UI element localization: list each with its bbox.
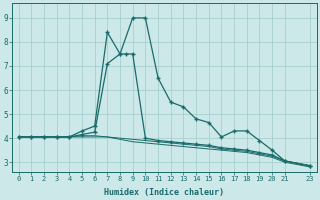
X-axis label: Humidex (Indice chaleur): Humidex (Indice chaleur)	[104, 188, 224, 197]
